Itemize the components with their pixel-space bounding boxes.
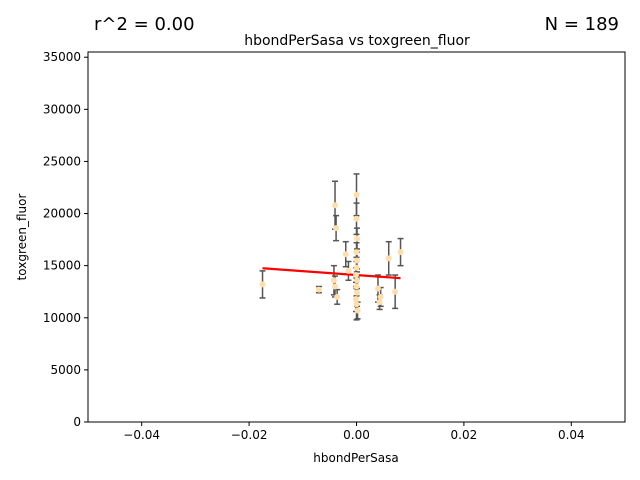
data-point xyxy=(385,255,392,262)
y-tick-label: 35000 xyxy=(43,50,81,64)
x-tick-label: −0.02 xyxy=(231,428,268,442)
x-tick-label: 0.04 xyxy=(558,428,585,442)
data-point xyxy=(374,285,381,292)
data-point xyxy=(330,277,337,284)
data-point xyxy=(354,235,361,242)
y-axis: 0 5000 10000 15000 20000 25000 30000 35000 xyxy=(43,50,88,429)
data-point xyxy=(334,293,341,300)
x-tick-label: 0.02 xyxy=(451,428,478,442)
x-tick-label: −0.04 xyxy=(123,428,160,442)
data-point xyxy=(333,225,340,232)
sample-count-annotation: N = 189 xyxy=(545,14,619,35)
y-tick-label: 10000 xyxy=(43,311,81,325)
data-point xyxy=(354,257,361,264)
data-point xyxy=(259,281,266,288)
r-squared-annotation: r^2 = 0.00 xyxy=(94,14,195,35)
y-tick-label: 0 xyxy=(73,415,81,429)
y-tick-label: 30000 xyxy=(43,102,81,116)
y-tick-label: 15000 xyxy=(43,259,81,273)
regression-fit xyxy=(262,267,401,280)
data-point xyxy=(332,202,339,209)
chart-title: hbondPerSasa vs toxgreen_fluor xyxy=(244,33,470,49)
data-point xyxy=(352,296,359,303)
data-point xyxy=(353,215,360,222)
y-tick-label: 25000 xyxy=(43,154,81,168)
data-point xyxy=(353,249,360,256)
plot-area-frame xyxy=(87,51,626,423)
data-point xyxy=(332,283,339,290)
data-point xyxy=(354,307,361,314)
data-point xyxy=(315,286,322,293)
data-point xyxy=(377,293,384,300)
data-point xyxy=(353,264,360,271)
x-tick-label: 0.00 xyxy=(343,428,370,442)
data-point xyxy=(345,267,352,274)
x-axis-label: hbondPerSasa xyxy=(313,451,399,465)
y-axis-label: toxgreen_fluor xyxy=(15,194,29,281)
data-point xyxy=(353,283,360,290)
data-point xyxy=(354,289,361,296)
fit-line xyxy=(262,267,401,280)
data-point xyxy=(342,251,349,258)
data-point xyxy=(353,301,360,308)
y-tick-label: 5000 xyxy=(50,363,81,377)
data-point xyxy=(352,272,359,279)
data-point xyxy=(392,288,399,295)
data-point xyxy=(376,299,383,306)
data-points xyxy=(259,191,404,314)
data-point xyxy=(397,249,404,256)
y-tick-label: 20000 xyxy=(43,207,81,221)
x-axis: −0.04 −0.02 0.00 0.02 0.04 xyxy=(123,422,585,442)
data-point xyxy=(353,191,360,198)
data-point xyxy=(354,277,361,284)
